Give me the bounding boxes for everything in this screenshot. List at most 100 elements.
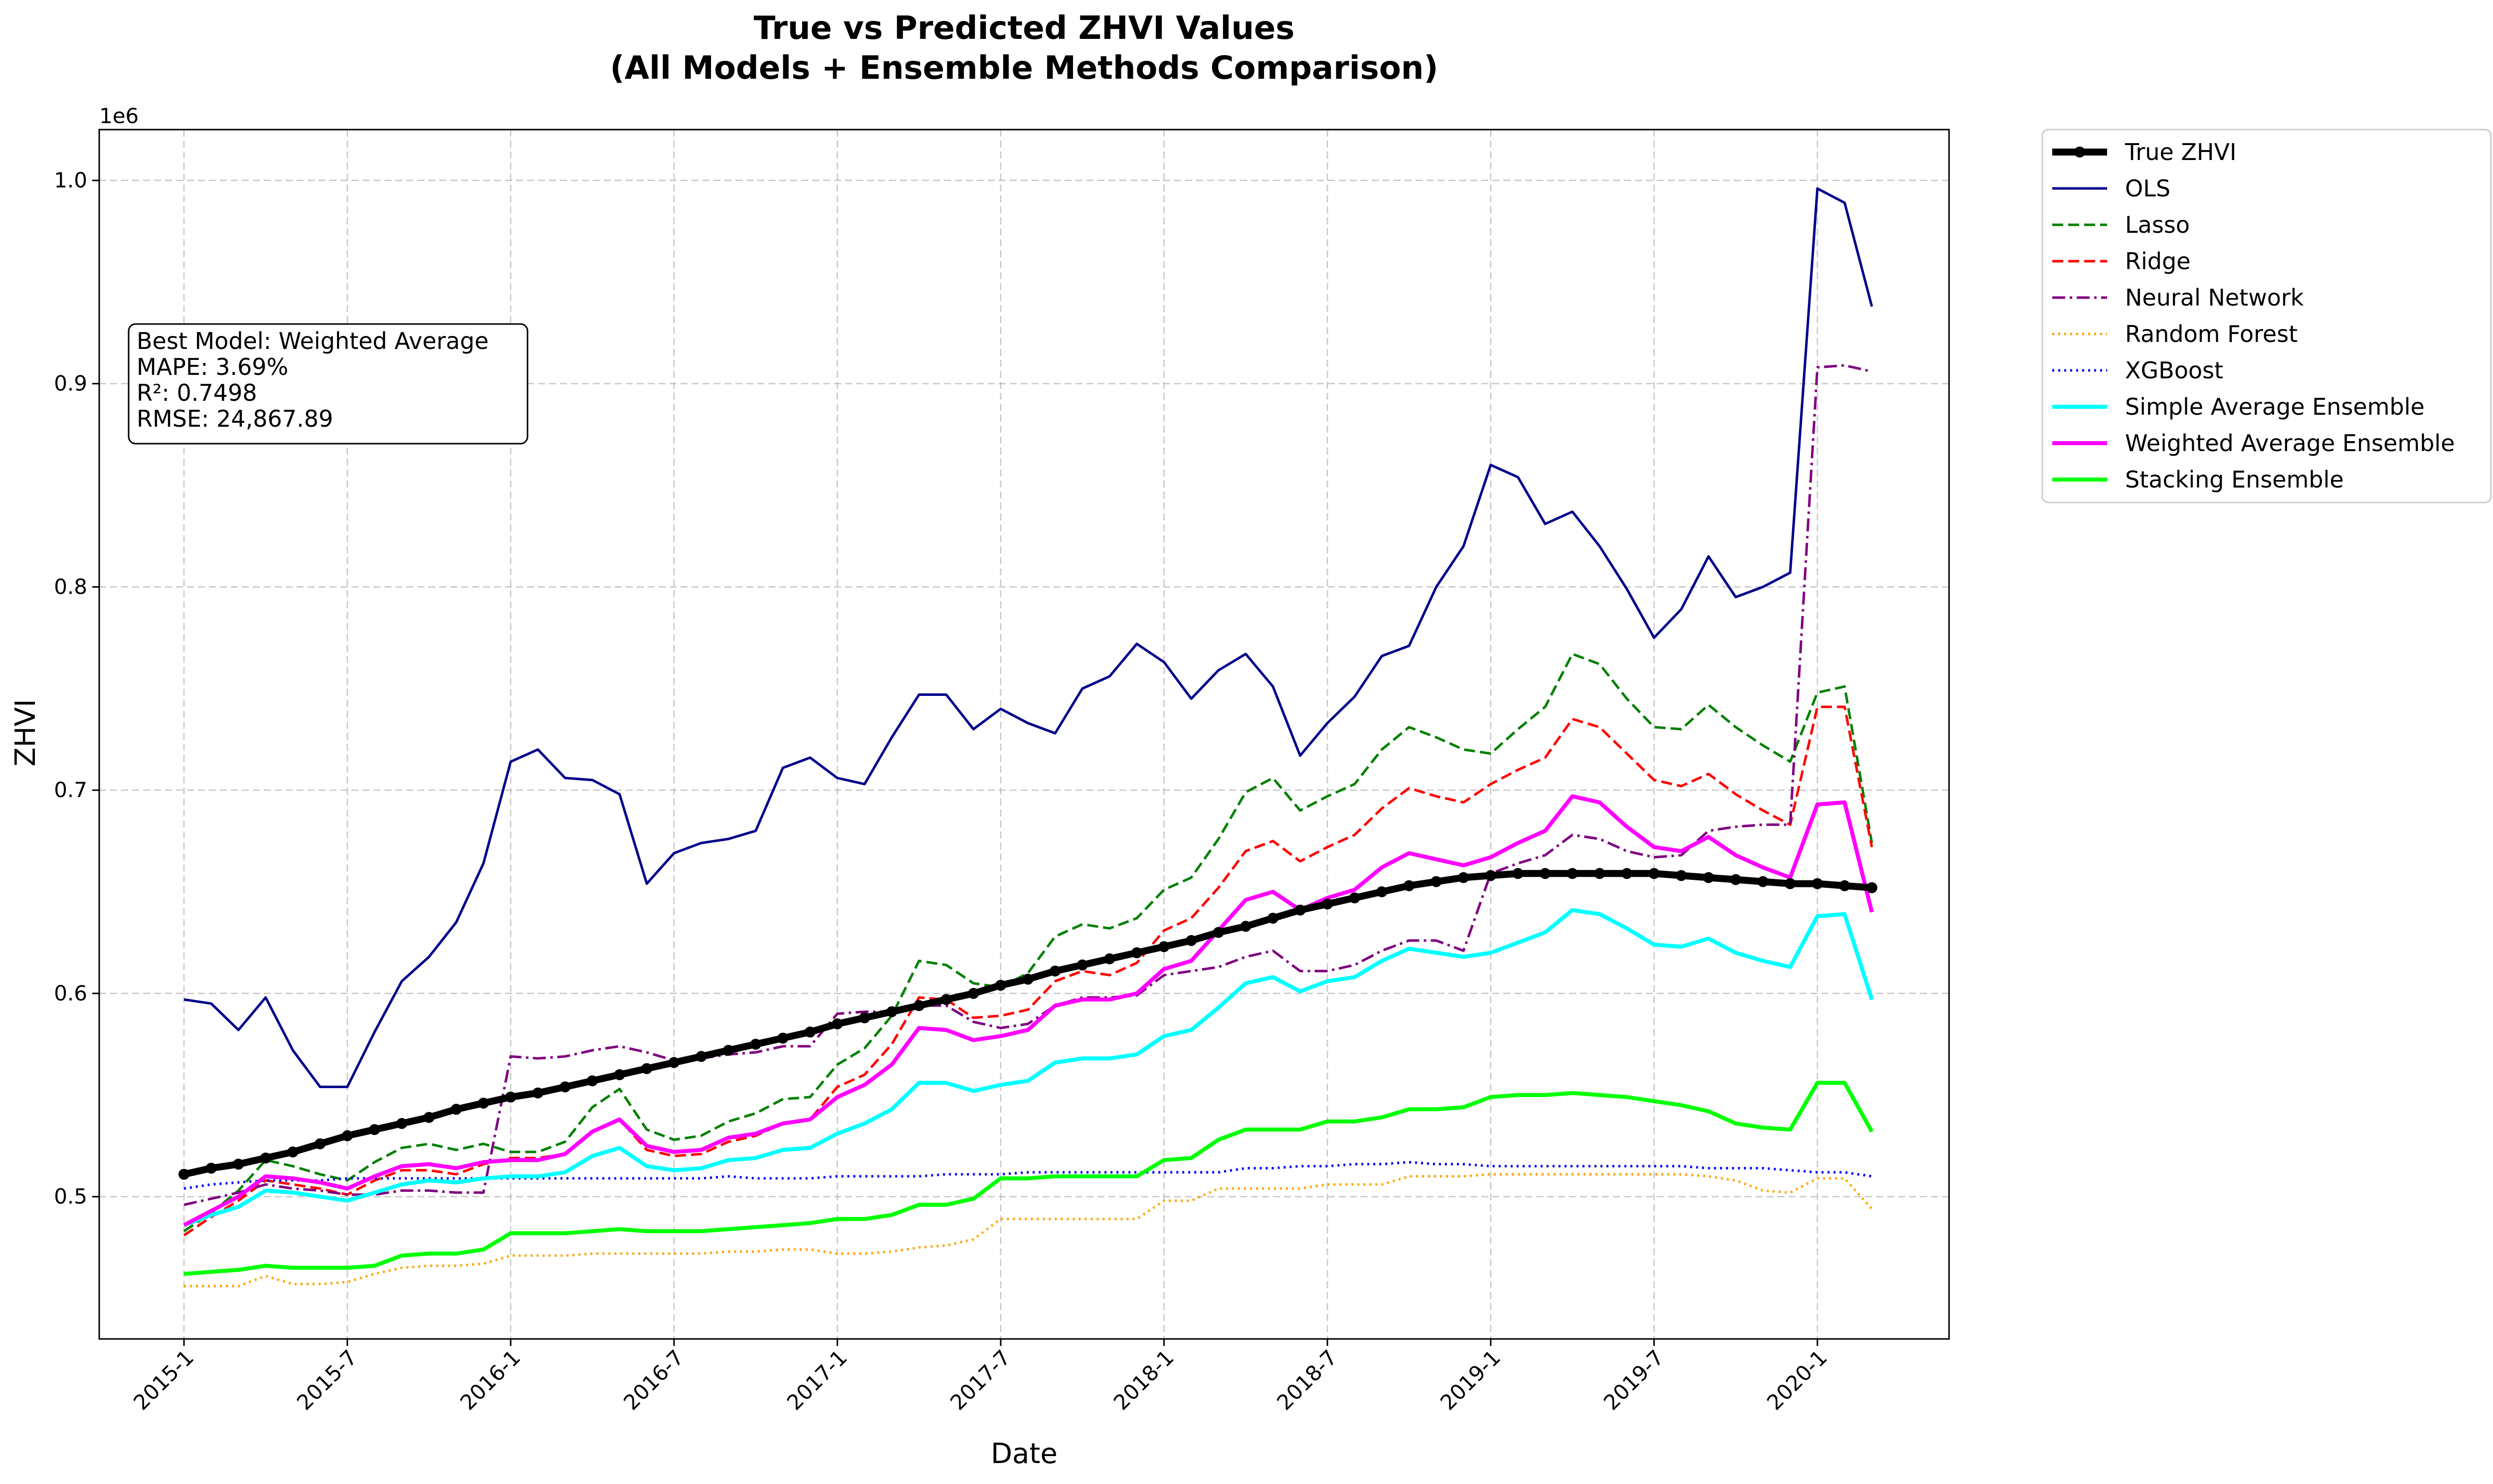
legend-label: Weighted Average Ensemble <box>2125 430 2455 457</box>
data-point <box>532 1087 543 1099</box>
data-point <box>614 1069 625 1080</box>
data-point <box>940 994 952 1005</box>
data-point <box>287 1146 299 1157</box>
legend: True ZHVI OLS Lasso Ridge Neural Network Rand… <box>2041 129 2492 503</box>
data-point <box>1757 876 1769 887</box>
legend-entry-lasso: Lasso <box>2052 211 2190 238</box>
data-point <box>1812 878 1823 889</box>
annotation-rmse: RMSE: 24,867.89 <box>137 405 333 432</box>
data-point <box>1703 872 1714 883</box>
data-point <box>1404 880 1415 891</box>
plot-area-frame <box>98 129 1950 1340</box>
series-random-forest <box>184 1173 1873 1288</box>
data-point <box>587 1075 598 1087</box>
data-point <box>777 1032 789 1044</box>
series-lasso <box>183 653 1873 1232</box>
data-point <box>1294 904 1306 916</box>
y-tick-label: 0.6 <box>54 981 87 1005</box>
legend-entry-ridge: Ridge <box>2052 248 2190 275</box>
data-point <box>641 1063 653 1074</box>
data-point <box>1540 868 1551 879</box>
series-line-stacking-ensemble <box>183 1081 1874 1276</box>
data-point <box>451 1104 462 1115</box>
data-point <box>1730 874 1742 885</box>
y-tick-label: 0.7 <box>54 778 87 802</box>
legend-entry-stacking-ensemble: Stacking Ensemble <box>2052 466 2344 493</box>
legend-label: OLS <box>2125 175 2170 202</box>
data-point <box>315 1138 326 1150</box>
legend-box <box>2041 129 2492 503</box>
data-point <box>1512 868 1524 879</box>
data-point <box>668 1057 680 1068</box>
legend-label: Stacking Ensemble <box>2125 466 2344 493</box>
legend-entry-ols: OLS <box>2052 175 2170 202</box>
legend-label: Ridge <box>2125 248 2190 275</box>
y-axis-label: ZHVI <box>9 699 42 766</box>
data-point <box>1213 927 1224 938</box>
data-point <box>1267 913 1278 924</box>
data-point <box>1186 935 1197 946</box>
legend-label: True ZHVI <box>2125 139 2236 165</box>
data-point <box>1430 876 1442 887</box>
data-point <box>396 1118 407 1129</box>
data-point <box>342 1130 353 1142</box>
series-xgboost <box>183 1160 1872 1190</box>
data-point <box>1485 870 1496 881</box>
data-point <box>178 1168 189 1180</box>
series-group <box>178 187 1878 1288</box>
series-line-ols <box>183 187 1873 1088</box>
data-point <box>205 1162 217 1174</box>
series-simple-average-ensemble <box>183 908 1874 1227</box>
data-point <box>804 1026 816 1038</box>
data-point <box>1131 947 1142 959</box>
data-point <box>696 1051 707 1062</box>
data-point <box>369 1124 380 1135</box>
data-point <box>233 1158 244 1170</box>
data-point <box>1594 868 1605 879</box>
series-line-ridge <box>183 705 1873 1237</box>
series-line-lasso <box>183 653 1873 1232</box>
legend-entry-simple-average-ensemble: Simple Average Ensemble <box>2052 393 2425 420</box>
data-point <box>423 1112 435 1123</box>
data-point <box>1376 886 1388 897</box>
data-point <box>1676 870 1687 881</box>
stats-annotation: Best Model: Weighted Average MAPE: 3.69%… <box>128 323 529 445</box>
legend-entry-true-zhvi: True ZHVI <box>2052 139 2236 165</box>
data-point <box>1322 898 1333 910</box>
grid <box>99 130 1949 1339</box>
data-point <box>1022 974 1034 985</box>
series-true-zhvi <box>178 868 1878 1180</box>
series-line-simple-average-ensemble <box>183 908 1874 1227</box>
chart-title-line-2: (All Models + Ensemble Methods Compariso… <box>610 50 1438 87</box>
data-point <box>1240 921 1251 932</box>
chart-title-line-1: True vs Predicted ZHVI Values <box>754 10 1295 47</box>
legend-entry-random-forest: Random Forest <box>2052 321 2298 347</box>
series-line-neural-network <box>183 364 1872 1206</box>
data-point <box>1567 868 1578 879</box>
series-ols <box>183 187 1873 1088</box>
y-tick-label: 1.0 <box>54 168 87 192</box>
data-point <box>1784 878 1796 889</box>
data-point <box>886 1006 897 1017</box>
data-point <box>1866 882 1878 893</box>
data-point <box>1648 868 1660 879</box>
data-point <box>1158 941 1170 953</box>
data-point <box>832 1018 843 1029</box>
data-point <box>505 1091 517 1103</box>
data-point <box>968 988 979 999</box>
data-point <box>723 1045 734 1056</box>
legend-marker <box>2074 147 2085 158</box>
annotation-r2: R²: 0.7498 <box>137 379 257 406</box>
legend-label: Simple Average Ensemble <box>2125 393 2425 420</box>
data-point <box>995 980 1006 991</box>
data-point <box>1621 868 1632 879</box>
annotation-box <box>128 323 529 445</box>
series-line-xgboost <box>183 1160 1872 1190</box>
legend-label: XGBoost <box>2125 357 2223 384</box>
y-tick-label: 0.8 <box>54 574 87 599</box>
annotation-mape: MAPE: 3.69% <box>137 353 288 380</box>
legend-entry-neural-network: Neural Network <box>2052 284 2304 311</box>
data-point <box>260 1153 271 1164</box>
data-point <box>1076 959 1088 971</box>
